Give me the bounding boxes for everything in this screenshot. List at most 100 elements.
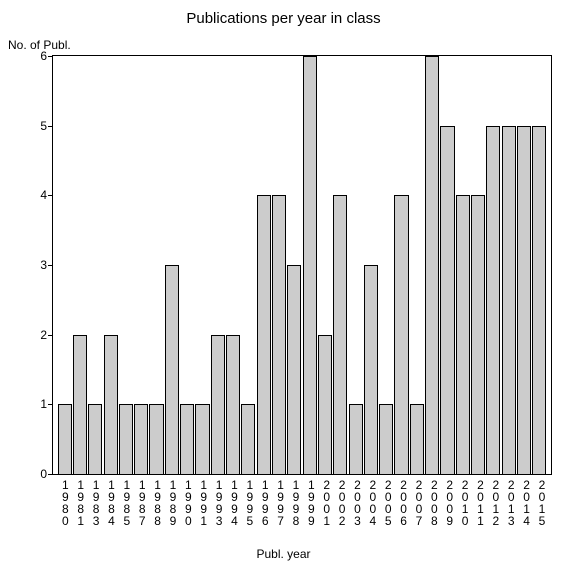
x-tick-label: 2006 bbox=[394, 478, 409, 526]
bar bbox=[165, 265, 179, 474]
y-tick-mark bbox=[48, 56, 53, 57]
x-tick-labels: 1980198119831984198519871988198919901991… bbox=[52, 478, 552, 526]
bar-slot bbox=[470, 56, 485, 474]
x-tick-label: 2010 bbox=[456, 478, 471, 526]
x-tick-label: 1999 bbox=[302, 478, 317, 526]
x-tick-label: 2008 bbox=[425, 478, 440, 526]
bar-slot bbox=[440, 56, 455, 474]
y-tick-label: 4 bbox=[40, 188, 47, 202]
bar-slot bbox=[210, 56, 225, 474]
bar bbox=[180, 404, 194, 474]
bar bbox=[149, 404, 163, 474]
x-tick-label: 1991 bbox=[194, 478, 209, 526]
bar-slot bbox=[225, 56, 240, 474]
bar-slot bbox=[195, 56, 210, 474]
bar-slot bbox=[57, 56, 72, 474]
bar bbox=[471, 195, 485, 474]
chart-title: Publications per year in class bbox=[0, 10, 567, 27]
bar-slot bbox=[164, 56, 179, 474]
y-tick-label: 3 bbox=[40, 258, 47, 272]
bar-slot bbox=[103, 56, 118, 474]
y-tick-mark bbox=[48, 265, 53, 266]
x-tick-label: 1980 bbox=[56, 478, 71, 526]
bar bbox=[73, 335, 87, 474]
y-tick-label: 6 bbox=[40, 49, 47, 63]
y-tick-label: 1 bbox=[40, 397, 47, 411]
x-tick-label: 2007 bbox=[410, 478, 425, 526]
bars-region bbox=[53, 56, 551, 474]
y-tick-mark bbox=[48, 126, 53, 127]
bar-slot bbox=[532, 56, 547, 474]
bar-slot bbox=[516, 56, 531, 474]
bar bbox=[349, 404, 363, 474]
x-tick-label: 1989 bbox=[164, 478, 179, 526]
bar-slot bbox=[348, 56, 363, 474]
y-tick-label: 5 bbox=[40, 119, 47, 133]
bar bbox=[241, 404, 255, 474]
bar bbox=[119, 404, 133, 474]
bar bbox=[88, 404, 102, 474]
bar bbox=[456, 195, 470, 474]
x-tick-label: 1997 bbox=[271, 478, 286, 526]
bar-slot bbox=[409, 56, 424, 474]
bar-slot bbox=[333, 56, 348, 474]
x-tick-label: 1996 bbox=[256, 478, 271, 526]
bar bbox=[211, 335, 225, 474]
x-tick-label: 1985 bbox=[118, 478, 133, 526]
x-tick-label: 2005 bbox=[379, 478, 394, 526]
x-tick-label: 1988 bbox=[148, 478, 163, 526]
bar bbox=[517, 126, 531, 474]
plot-area: 0123456 bbox=[52, 55, 552, 475]
x-tick-label: 1995 bbox=[241, 478, 256, 526]
bar-slot bbox=[271, 56, 286, 474]
bar bbox=[104, 335, 118, 474]
bar-slot bbox=[363, 56, 378, 474]
x-tick-label: 2011 bbox=[471, 478, 486, 526]
x-tick-label: 2013 bbox=[502, 478, 517, 526]
bar-slot bbox=[394, 56, 409, 474]
x-tick-label: 1984 bbox=[102, 478, 117, 526]
bar bbox=[226, 335, 240, 474]
x-tick-label: 1998 bbox=[287, 478, 302, 526]
y-tick-mark bbox=[48, 474, 53, 475]
bar-slot bbox=[88, 56, 103, 474]
bar bbox=[379, 404, 393, 474]
bar bbox=[58, 404, 72, 474]
bar bbox=[394, 195, 408, 474]
bar bbox=[364, 265, 378, 474]
bar-slot bbox=[118, 56, 133, 474]
bar-slot bbox=[149, 56, 164, 474]
x-tick-label: 1990 bbox=[179, 478, 194, 526]
x-tick-label: 2001 bbox=[317, 478, 332, 526]
bar-slot bbox=[425, 56, 440, 474]
x-tick-label: 1994 bbox=[225, 478, 240, 526]
x-tick-label: 2004 bbox=[364, 478, 379, 526]
bar-slot bbox=[134, 56, 149, 474]
bar bbox=[272, 195, 286, 474]
bar-slot bbox=[486, 56, 501, 474]
chart-container: Publications per year in class No. of Pu… bbox=[0, 0, 567, 567]
bar-slot bbox=[379, 56, 394, 474]
bar bbox=[195, 404, 209, 474]
bar bbox=[333, 195, 347, 474]
x-tick-label: 2003 bbox=[348, 478, 363, 526]
x-tick-label: 1987 bbox=[133, 478, 148, 526]
bar bbox=[318, 335, 332, 474]
bar-slot bbox=[72, 56, 87, 474]
bar bbox=[486, 126, 500, 474]
y-tick-label: 2 bbox=[40, 328, 47, 342]
x-tick-label: 2015 bbox=[533, 478, 548, 526]
bar-slot bbox=[317, 56, 332, 474]
x-tick-label: 1983 bbox=[87, 478, 102, 526]
x-tick-label: 1981 bbox=[71, 478, 86, 526]
bar-slot bbox=[241, 56, 256, 474]
y-tick-mark bbox=[48, 195, 53, 196]
bar-slot bbox=[455, 56, 470, 474]
bar bbox=[440, 126, 454, 474]
bar bbox=[502, 126, 516, 474]
x-tick-label: 1993 bbox=[210, 478, 225, 526]
x-tick-label: 2009 bbox=[440, 478, 455, 526]
bar bbox=[287, 265, 301, 474]
bar bbox=[257, 195, 271, 474]
x-axis-label: Publ. year bbox=[0, 547, 567, 561]
